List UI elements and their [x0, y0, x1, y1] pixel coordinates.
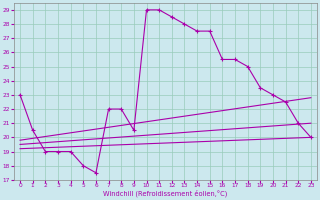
- X-axis label: Windchill (Refroidissement éolien,°C): Windchill (Refroidissement éolien,°C): [103, 190, 228, 197]
